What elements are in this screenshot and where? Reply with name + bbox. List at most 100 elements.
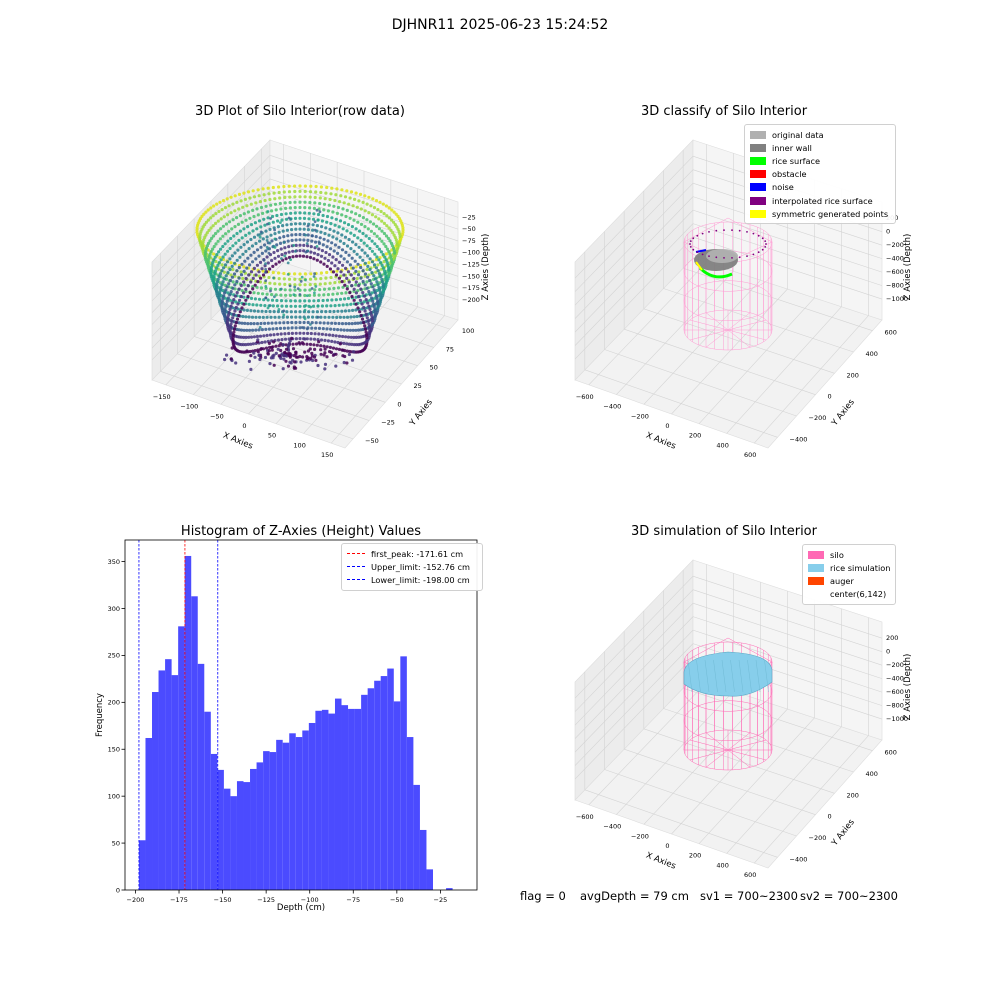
point [262,217,266,221]
x-tick-label: −600 [576,393,594,401]
point [299,280,303,283]
point [216,277,220,281]
point [287,277,292,281]
point [342,328,346,332]
point [366,319,370,323]
point [200,245,205,249]
point [328,350,332,354]
silo-floor-spoke [689,739,729,751]
point [371,285,375,289]
point [271,185,275,190]
point [345,342,349,346]
point [232,330,236,334]
point [351,204,355,208]
point [365,218,369,222]
interpolated-point [731,229,733,232]
legend-label: interpolated rice surface [772,195,873,206]
point [214,289,219,294]
interpolated-point [715,229,718,232]
point [354,280,358,284]
point [361,258,365,262]
point [367,236,371,241]
point [258,315,262,319]
point [203,256,207,260]
point [275,243,279,247]
rice-mesh-line [713,659,718,693]
point [237,192,242,196]
point [347,322,351,326]
point [294,366,298,370]
point [379,250,383,254]
point [291,347,296,351]
point [339,194,343,198]
point [373,308,377,312]
point [341,207,345,211]
point [332,204,336,208]
point [325,214,330,219]
point [367,261,371,265]
point [320,332,324,336]
point [264,204,268,208]
point [296,287,300,290]
point [302,227,306,231]
point [278,196,282,200]
point [327,287,331,291]
histogram-bar [302,730,309,890]
interpolated-point [701,253,704,256]
point [388,252,392,256]
z-tick-label: 0 [886,648,890,656]
point [270,298,275,302]
point [373,310,377,314]
histogram-bar [138,840,146,890]
point [287,216,291,220]
interpolated-point [757,234,760,237]
point [348,328,352,332]
point [341,263,345,267]
point [283,353,287,358]
legend-label: Lower_limit: -198.00 cm [371,574,470,585]
point [294,233,298,237]
point [352,335,356,339]
point [282,241,286,244]
point [363,261,367,265]
point [331,270,336,274]
point [219,247,223,251]
point [380,219,384,223]
point [345,287,349,291]
z-tick-label: −200 [886,661,904,669]
point [318,282,322,286]
point [303,299,307,303]
point [250,244,255,248]
point [244,298,248,302]
y-tick-label: 0 [828,393,832,401]
histogram-bar [256,762,264,890]
interpolated-point [708,255,710,257]
z-gridline [574,236,694,360]
rice-mesh-line [738,659,744,693]
point [255,248,260,252]
point [294,238,298,242]
point [266,306,270,310]
point [298,222,302,226]
point [216,229,220,233]
point [237,313,241,318]
rice-mesh-line [747,659,752,693]
point [298,254,302,258]
silo-floor-spoke [705,749,729,768]
x-tick-label: 400 [716,441,728,449]
point [319,338,324,342]
point [311,217,316,221]
point [345,315,350,319]
point [205,231,209,235]
point [264,271,267,274]
point [331,346,336,350]
point [223,263,228,267]
point [379,293,383,297]
point [201,240,205,244]
point [325,298,330,302]
raw-point-cloud [195,184,405,371]
point [326,239,330,243]
point [390,208,394,212]
point [376,269,380,273]
point [258,334,263,338]
